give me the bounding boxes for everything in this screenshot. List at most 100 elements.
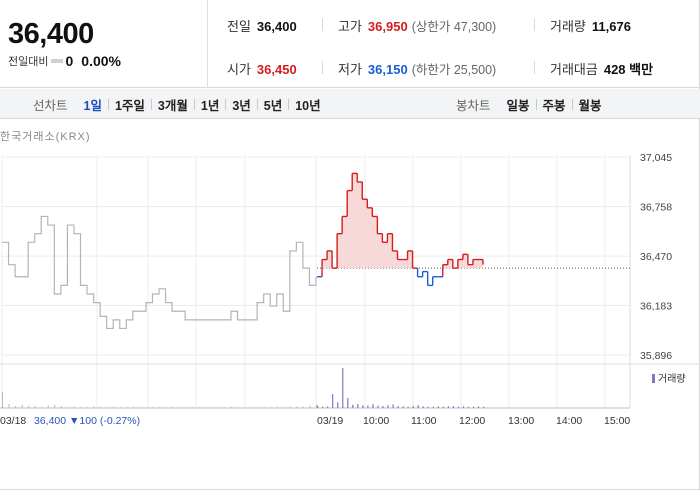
volume-bar: [422, 406, 424, 408]
volume-bar: [15, 406, 17, 408]
stat-value: 36,450: [256, 62, 297, 77]
volume-bar: [342, 368, 344, 408]
volume-bar: [93, 406, 95, 408]
volume-bar: [257, 407, 259, 408]
stat-sub: (하한가 25,500): [411, 63, 497, 77]
volume-bar: [337, 402, 339, 408]
y-tick-label: 36,183: [640, 301, 672, 313]
volume-legend-swatch: [652, 374, 655, 383]
stat-label: 시가: [227, 62, 251, 77]
volume-bar: [412, 406, 414, 408]
divider: [256, 98, 258, 110]
volume-bar: [437, 406, 439, 408]
volume-bar: [402, 406, 404, 408]
volume-bar: [289, 406, 291, 408]
x-tick-label: 14:00: [556, 415, 582, 427]
volume-bar: [54, 404, 56, 408]
x-tick-label: 10:00: [363, 415, 389, 427]
volume-bar: [119, 407, 121, 408]
volume-bar: [302, 406, 304, 408]
change-rate: 0.00%: [81, 53, 121, 69]
volume-bar: [178, 407, 180, 408]
volume-bar: [41, 406, 43, 408]
volume-bar: [60, 406, 62, 408]
change-value: 0: [65, 53, 74, 69]
volume-bar: [457, 406, 460, 408]
chart-period-tabs: 선차트 1일 1주일 3개월 1년 3년 5년 10년 봉차트 일봉 주봉 월봉: [0, 89, 700, 119]
volume-bar: [126, 407, 128, 408]
volume-bars: [2, 368, 485, 408]
volume-bar: [47, 405, 49, 408]
quote-header: 36,400 전일대비 0 0.00% 전일 36,400 고가 36,950 …: [0, 0, 700, 88]
tab-monthly-candle[interactable]: 월봉: [578, 98, 602, 113]
stat-trade-amount: 거래대금 428 백만: [550, 59, 653, 78]
tab-3year[interactable]: 3년: [232, 98, 251, 113]
stat-volume: 거래량 11,676: [550, 16, 631, 35]
tab-5year[interactable]: 5년: [263, 98, 283, 113]
volume-legend-label: 거래량: [658, 373, 686, 385]
stat-label: 저가: [338, 62, 362, 77]
line-chart-tabs: 선차트 1일 1주일 3개월 1년 3년 5년 10년: [33, 89, 327, 119]
divider: [322, 61, 323, 74]
volume-bar: [250, 407, 252, 408]
x-tick-label: 12:00: [459, 415, 485, 427]
volume-bar: [392, 404, 394, 408]
volume-bar: [159, 407, 160, 408]
quote-stats: 전일 36,400 고가 36,950 (상한가 47,300) 거래량 11,…: [208, 0, 700, 88]
volume-bar: [296, 406, 298, 408]
tab-1week[interactable]: 1주일: [114, 98, 145, 113]
x-axis-labels: 03/18 03/19 10:00 11:00 12:00 13:00 14:00 15:00: [0, 415, 630, 427]
volume-bar: [28, 406, 30, 408]
stat-value: 36,150: [367, 62, 408, 77]
volume-bar: [8, 404, 10, 408]
volume-bar: [263, 407, 265, 408]
x-tick-label: 11:00: [411, 415, 437, 427]
volume-bar: [106, 407, 108, 408]
stat-value: 11,676: [591, 19, 631, 34]
tab-3month[interactable]: 3개월: [157, 98, 188, 113]
volume-bar: [407, 406, 409, 408]
x-tick-label: 03/18: [0, 415, 26, 427]
tab-1day[interactable]: 1일: [83, 98, 102, 113]
y-tick-label: 36,470: [640, 251, 672, 263]
volume-bar: [362, 405, 364, 408]
volume-bar: [377, 405, 379, 408]
volume-bar: [198, 407, 200, 408]
stat-label: 거래량: [550, 19, 586, 34]
volume-bar: [152, 407, 154, 408]
divider: [288, 98, 290, 110]
volume-bar: [211, 407, 213, 408]
tab-weekly-candle[interactable]: 주봉: [542, 98, 566, 113]
prev-day-summary: 36,400 ▼100 (-0.27%): [34, 415, 140, 427]
stat-label: 거래대금: [550, 62, 598, 77]
prev-day-line: [2, 215, 317, 330]
tab-daily-candle[interactable]: 일봉: [506, 98, 530, 113]
volume-bar: [382, 406, 384, 408]
stat-open: 시가 36,450: [227, 59, 297, 78]
tab-10year[interactable]: 10년: [295, 98, 321, 113]
candle-chart-tabs: 봉차트 일봉 주봉 월봉: [456, 89, 608, 119]
volume-bar: [139, 407, 141, 408]
volume-bar: [185, 407, 187, 408]
volume-bar: [34, 406, 36, 408]
divider: [571, 98, 573, 110]
volume-bar: [447, 406, 449, 408]
volume-bar: [244, 407, 246, 408]
divider: [534, 18, 535, 31]
volume-bar: [477, 406, 480, 408]
y-tick-label: 35,896: [640, 350, 672, 362]
divider: [225, 98, 227, 110]
price-series: [2, 172, 630, 330]
volume-bar: [432, 406, 434, 408]
stat-value: 36,950: [367, 19, 408, 34]
volume-bar: [483, 406, 485, 408]
tab-1year[interactable]: 1년: [200, 98, 220, 113]
price-chart: 한국거래소(KRX) 37,045 36,758 36,470 36,183 35,89…: [0, 130, 700, 427]
prev-change-text: ▼100 (-0.27%): [69, 415, 140, 427]
volume-bar: [367, 405, 369, 408]
volume-bar: [442, 406, 444, 408]
volume-bar: [372, 404, 374, 408]
volume-bar: [172, 406, 174, 408]
volume-bar: [452, 406, 455, 408]
volume-bar: [237, 407, 239, 408]
